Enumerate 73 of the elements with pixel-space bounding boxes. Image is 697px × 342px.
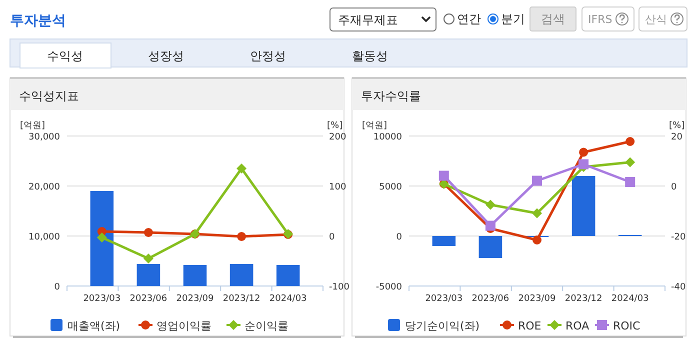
text: 분기 xyxy=(501,12,525,26)
x-tick-label: 2023/09 xyxy=(518,294,556,304)
point xyxy=(96,232,107,242)
x-tick-label: 2023/12 xyxy=(564,294,602,304)
x-tick-label: 2023/03 xyxy=(425,294,463,304)
y-tick-label: -5000 xyxy=(376,282,402,292)
point xyxy=(625,177,636,187)
point xyxy=(532,208,542,218)
text: IFRS xyxy=(588,13,612,26)
y2-tick-label: 0 xyxy=(329,232,335,242)
text: 산식 xyxy=(645,13,667,26)
y2-tick-label: -100 xyxy=(329,282,350,292)
point xyxy=(579,148,588,157)
point xyxy=(236,164,247,174)
y-tick-label: 0 xyxy=(396,232,402,242)
bar xyxy=(572,176,596,236)
x-tick-label: 2023/06 xyxy=(130,294,168,304)
x-tick-label: 2024/03 xyxy=(611,294,649,304)
y2-tick-label: -20 xyxy=(671,232,686,242)
y2-tick-label: 200 xyxy=(329,132,346,142)
y-axis-title: [억원] xyxy=(20,121,46,131)
point xyxy=(532,176,542,186)
text: 투자분석 xyxy=(10,13,66,29)
y-tick-label: 10,000 xyxy=(28,232,60,242)
bar xyxy=(136,264,160,286)
x-tick-label: 2024/03 xyxy=(269,294,307,304)
text: 수익성 xyxy=(47,49,83,63)
legend-label: ROIC xyxy=(613,320,641,332)
text: 성장성 xyxy=(148,49,184,63)
y2-tick-label: 0 xyxy=(671,182,677,192)
point xyxy=(532,236,542,244)
bar xyxy=(478,236,502,258)
y-tick-label: 10000 xyxy=(373,132,402,142)
bar xyxy=(230,264,254,286)
point xyxy=(143,254,154,264)
point xyxy=(438,170,449,181)
x-tick-label: 2023/09 xyxy=(176,294,214,304)
text: 활동성 xyxy=(352,49,388,63)
x-tick-label: 2023/06 xyxy=(472,294,510,304)
point xyxy=(485,220,496,231)
text: 주재무제표 xyxy=(338,13,398,27)
legend-label: 당기순이익(좌) xyxy=(405,320,480,332)
text: 검색 xyxy=(541,12,565,26)
point xyxy=(625,157,636,168)
y2-axis-title: [%] xyxy=(669,121,685,131)
y2-tick-label: 100 xyxy=(329,182,346,192)
point xyxy=(485,200,496,210)
y-tick-label: 30,000 xyxy=(28,132,60,142)
y-tick-label: 20,000 xyxy=(28,182,60,192)
y2-axis-title: [%] xyxy=(327,121,343,131)
y2-tick-label: 20 xyxy=(671,132,683,142)
bar xyxy=(90,191,114,286)
y-tick-label: 0 xyxy=(54,282,60,292)
chart-title: 수익성지표 xyxy=(19,89,79,103)
legend-label: ROA xyxy=(566,320,590,332)
y-axis-title: [억원] xyxy=(362,121,388,131)
bar xyxy=(183,265,207,286)
y2-tick-label: -40 xyxy=(671,282,686,292)
legend-label: 영업이익률 xyxy=(156,320,212,332)
bar xyxy=(432,236,456,246)
legend-label: ROE xyxy=(518,320,542,332)
text: 연간 xyxy=(457,12,481,26)
x-tick-label: 2023/12 xyxy=(222,294,260,304)
legend-label: 순이익률 xyxy=(244,320,288,332)
x-tick-label: 2023/03 xyxy=(83,294,121,304)
chart-title: 투자수익률 xyxy=(361,89,421,103)
y-tick-label: 5000 xyxy=(379,182,402,192)
bar xyxy=(276,265,300,286)
point xyxy=(237,232,246,241)
text: 안정성 xyxy=(250,49,286,63)
legend-label: 매출액(좌) xyxy=(68,320,120,332)
point xyxy=(626,137,635,146)
point xyxy=(144,228,153,237)
